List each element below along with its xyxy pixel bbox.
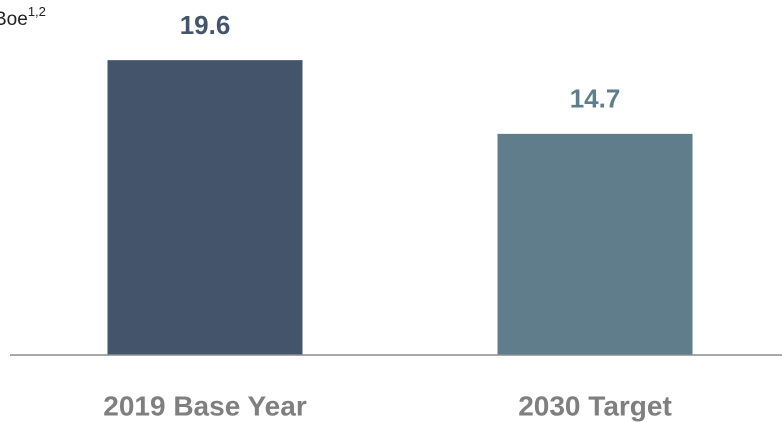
value-label: 19.6 <box>180 10 231 40</box>
bar <box>107 60 303 355</box>
x-tick-label: 2019 Base Year <box>103 390 307 421</box>
unit-text: Boe <box>0 9 28 30</box>
value-label: 14.7 <box>570 84 621 114</box>
x-tick-label: 2030 Target <box>518 390 672 421</box>
unit-label: Boe1,2 <box>0 4 46 30</box>
bar <box>497 133 693 355</box>
unit-superscript: 1,2 <box>28 4 46 19</box>
